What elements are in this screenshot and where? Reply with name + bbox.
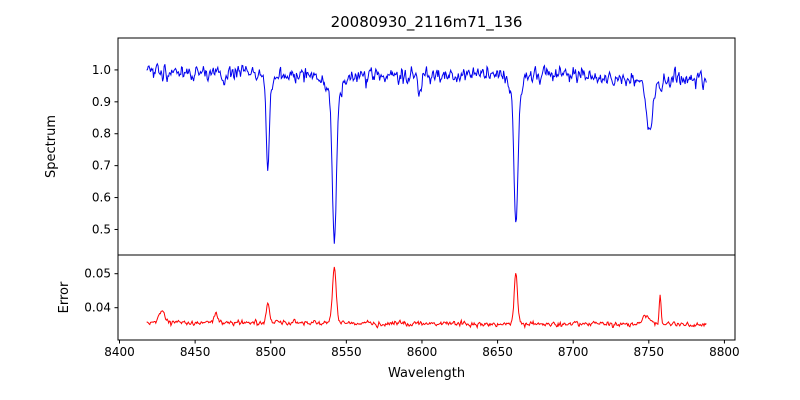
error-y-axis-label: Error — [57, 281, 72, 313]
error-line — [146, 266, 707, 330]
error-y-tick-label: 0.04 — [84, 301, 111, 315]
x-tick-label: 8550 — [331, 345, 362, 359]
x-tick-label: 8800 — [709, 345, 740, 359]
spectrum-y-axis-label: Spectrum — [44, 115, 59, 178]
spectrum-y-tick-label: 0.6 — [92, 191, 111, 205]
x-tick-label: 8700 — [558, 345, 589, 359]
x-axis-label: Wavelength — [388, 366, 465, 381]
error-y-tick-label: 0.05 — [84, 267, 111, 281]
x-tick-label: 8400 — [104, 345, 135, 359]
spectrum-y-tick-label: 1.0 — [92, 63, 111, 77]
spectrum-y-tick-label: 0.8 — [92, 127, 111, 141]
x-tick-label: 8600 — [407, 345, 438, 359]
spectrum-y-tick-label: 0.5 — [92, 222, 111, 236]
spectrum-line — [146, 62, 707, 244]
x-tick-label: 8650 — [482, 345, 513, 359]
error-panel-border — [117, 254, 736, 341]
x-tick-label: 8750 — [634, 345, 665, 359]
x-tick-label: 8450 — [180, 345, 211, 359]
x-tick-label: 8500 — [255, 345, 286, 359]
spectrum-y-tick-label: 0.9 — [92, 95, 111, 109]
chart-title: 20080930_2116m71_136 — [331, 13, 523, 32]
spectrum-y-tick-label: 0.7 — [92, 159, 111, 173]
